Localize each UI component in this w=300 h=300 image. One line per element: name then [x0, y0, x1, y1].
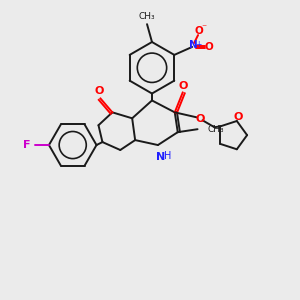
Text: O: O [233, 112, 242, 122]
Text: CH₃: CH₃ [208, 125, 224, 134]
Text: H: H [164, 151, 172, 161]
Text: F: F [23, 140, 31, 150]
Text: +: + [195, 40, 201, 50]
Text: O: O [95, 85, 104, 96]
Text: O: O [195, 26, 203, 36]
Text: N: N [189, 40, 197, 50]
Text: O: O [179, 81, 188, 91]
Text: N: N [156, 152, 166, 162]
Text: CH₃: CH₃ [139, 12, 155, 21]
Text: ⁻: ⁻ [201, 23, 207, 33]
Text: O: O [196, 114, 205, 124]
Text: O: O [205, 42, 213, 52]
